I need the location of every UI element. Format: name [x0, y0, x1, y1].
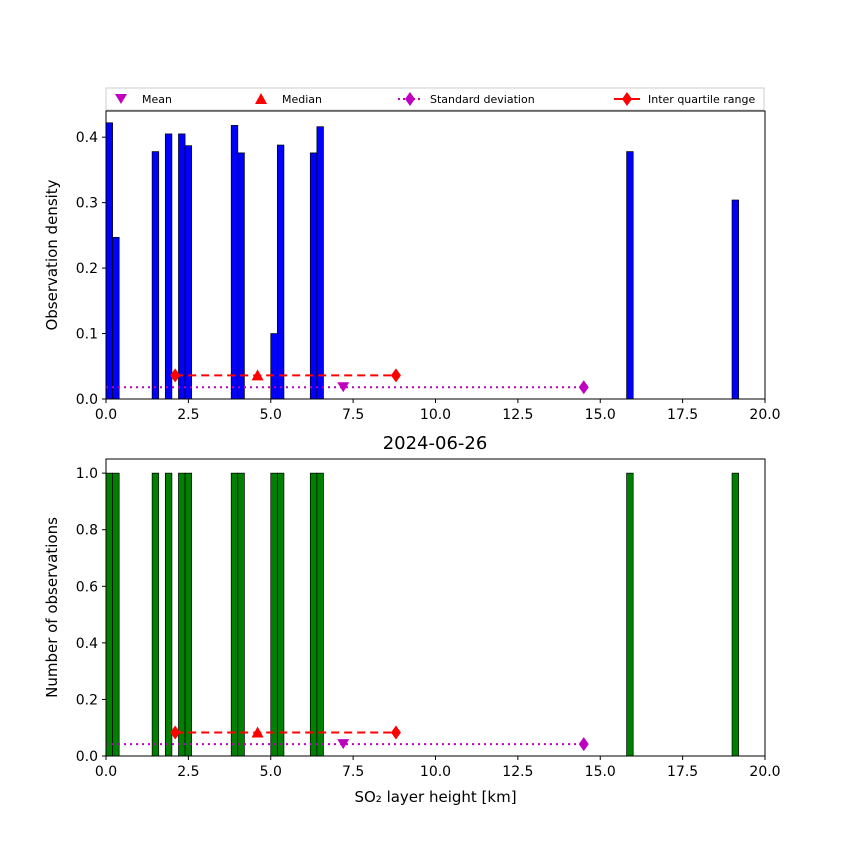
histogram-bar — [184, 472, 193, 757]
x-tick-label: 5.0 — [260, 764, 282, 780]
iqr-marker — [170, 725, 181, 740]
y-tick-label: 0.0 — [76, 392, 98, 408]
y-axis-label: Number of observations — [43, 517, 61, 698]
histogram-bar — [151, 151, 160, 400]
x-axis-label: SO₂ layer height [km] — [354, 788, 516, 806]
x-tick-label: 20.0 — [749, 407, 780, 423]
iqr-marker — [390, 725, 401, 740]
y-tick-label: 0.4 — [76, 636, 98, 652]
histogram-bar — [105, 122, 113, 400]
x-tick-label: 0.0 — [95, 407, 117, 423]
histogram-bar — [151, 472, 160, 757]
y-tick-label: 0.1 — [76, 327, 98, 343]
mean-marker — [337, 739, 350, 750]
x-tick-label: 10.0 — [420, 764, 451, 780]
density-histogram-panel: 0.0 2.5 5.0 7.5 10.0 12.5 15.0 17.5 20.0 0.0 0.1 0.… — [43, 110, 781, 423]
x-tick-label: 2.5 — [177, 764, 199, 780]
histogram-bar — [309, 152, 318, 400]
histogram-bar — [731, 472, 739, 757]
histogram-bar — [112, 472, 120, 757]
legend-median-label: Median — [282, 93, 322, 106]
legend-item-std: Standard deviation — [398, 92, 535, 106]
histogram-bar — [230, 125, 239, 400]
x-tick-label: 0.0 — [95, 764, 117, 780]
legend-item-mean: Mean — [115, 93, 172, 106]
histogram-bar — [105, 472, 113, 757]
y-tick-label: 0.8 — [76, 523, 98, 539]
y-tick-label: 0.6 — [76, 579, 98, 595]
histogram-bar — [316, 126, 324, 400]
x-tick-label: 7.5 — [342, 764, 364, 780]
y-tick-label: 0.3 — [76, 196, 98, 212]
y-tick-label: 0.2 — [76, 692, 98, 708]
legend-item-iqr: Inter quartile range — [614, 92, 755, 106]
histogram-bar — [731, 199, 739, 400]
legend-mean-marker — [115, 94, 127, 104]
histogram-bar — [309, 472, 318, 757]
x-tick-label: 17.5 — [667, 407, 698, 423]
x-tick-label: 15.0 — [585, 407, 616, 423]
y-tick-label: 1.0 — [76, 466, 98, 482]
legend-mean-label: Mean — [142, 93, 172, 106]
legend-iqr-label: Inter quartile range — [648, 93, 755, 106]
histogram-bar — [164, 472, 173, 757]
y-tick-label: 0.2 — [76, 261, 98, 277]
histogram-bar — [184, 145, 193, 400]
mean-marker — [337, 382, 350, 393]
histogram-bar — [164, 133, 173, 400]
x-tick-label: 7.5 — [342, 407, 364, 423]
y-tick-label: 0.0 — [76, 749, 98, 765]
histogram-bar — [270, 472, 278, 757]
histogram-bar — [178, 472, 186, 757]
legend: Mean Median Standard deviation Inter qua… — [105, 87, 765, 111]
legend-std-label: Standard deviation — [430, 93, 535, 106]
x-tick-label: 20.0 — [749, 764, 780, 780]
median-marker — [251, 369, 264, 381]
x-tick-label: 12.5 — [502, 407, 533, 423]
std-deviation-marker — [578, 737, 589, 752]
std-deviation-marker — [578, 380, 589, 395]
legend-item-median: Median — [255, 93, 322, 106]
iqr-marker — [390, 368, 401, 383]
histogram-bar — [112, 236, 120, 400]
histogram-bar — [316, 472, 324, 757]
count-histogram-panel: 0.0 2.5 5.0 7.5 10.0 12.5 15.0 17.5 20.0 0.0 0.2 0.… — [43, 458, 781, 806]
y-tick-label: 0.4 — [76, 130, 98, 146]
chart-title: 2024-06-26 — [383, 433, 488, 454]
histogram-bar — [626, 472, 634, 757]
legend-box — [105, 87, 765, 111]
x-tick-label: 12.5 — [502, 764, 533, 780]
x-tick-label: 15.0 — [585, 764, 616, 780]
median-marker — [251, 726, 264, 738]
legend-median-marker — [255, 93, 267, 104]
histogram-bar — [230, 472, 239, 757]
histogram-bar — [270, 333, 278, 400]
histogram-bar — [276, 472, 285, 757]
x-tick-label: 2.5 — [177, 407, 199, 423]
histogram-bar — [626, 151, 634, 400]
legend-iqr-marker — [622, 92, 632, 106]
x-tick-label: 10.0 — [420, 407, 451, 423]
histogram-bar — [276, 144, 285, 400]
histogram-bar — [237, 152, 245, 400]
legend-std-marker — [405, 92, 415, 106]
histogram-bar — [178, 133, 186, 400]
y-axis-label: Observation density — [43, 179, 61, 330]
x-tick-label: 17.5 — [667, 764, 698, 780]
iqr-marker — [170, 368, 181, 383]
x-tick-label: 5.0 — [260, 407, 282, 423]
histogram-bar — [237, 472, 245, 757]
